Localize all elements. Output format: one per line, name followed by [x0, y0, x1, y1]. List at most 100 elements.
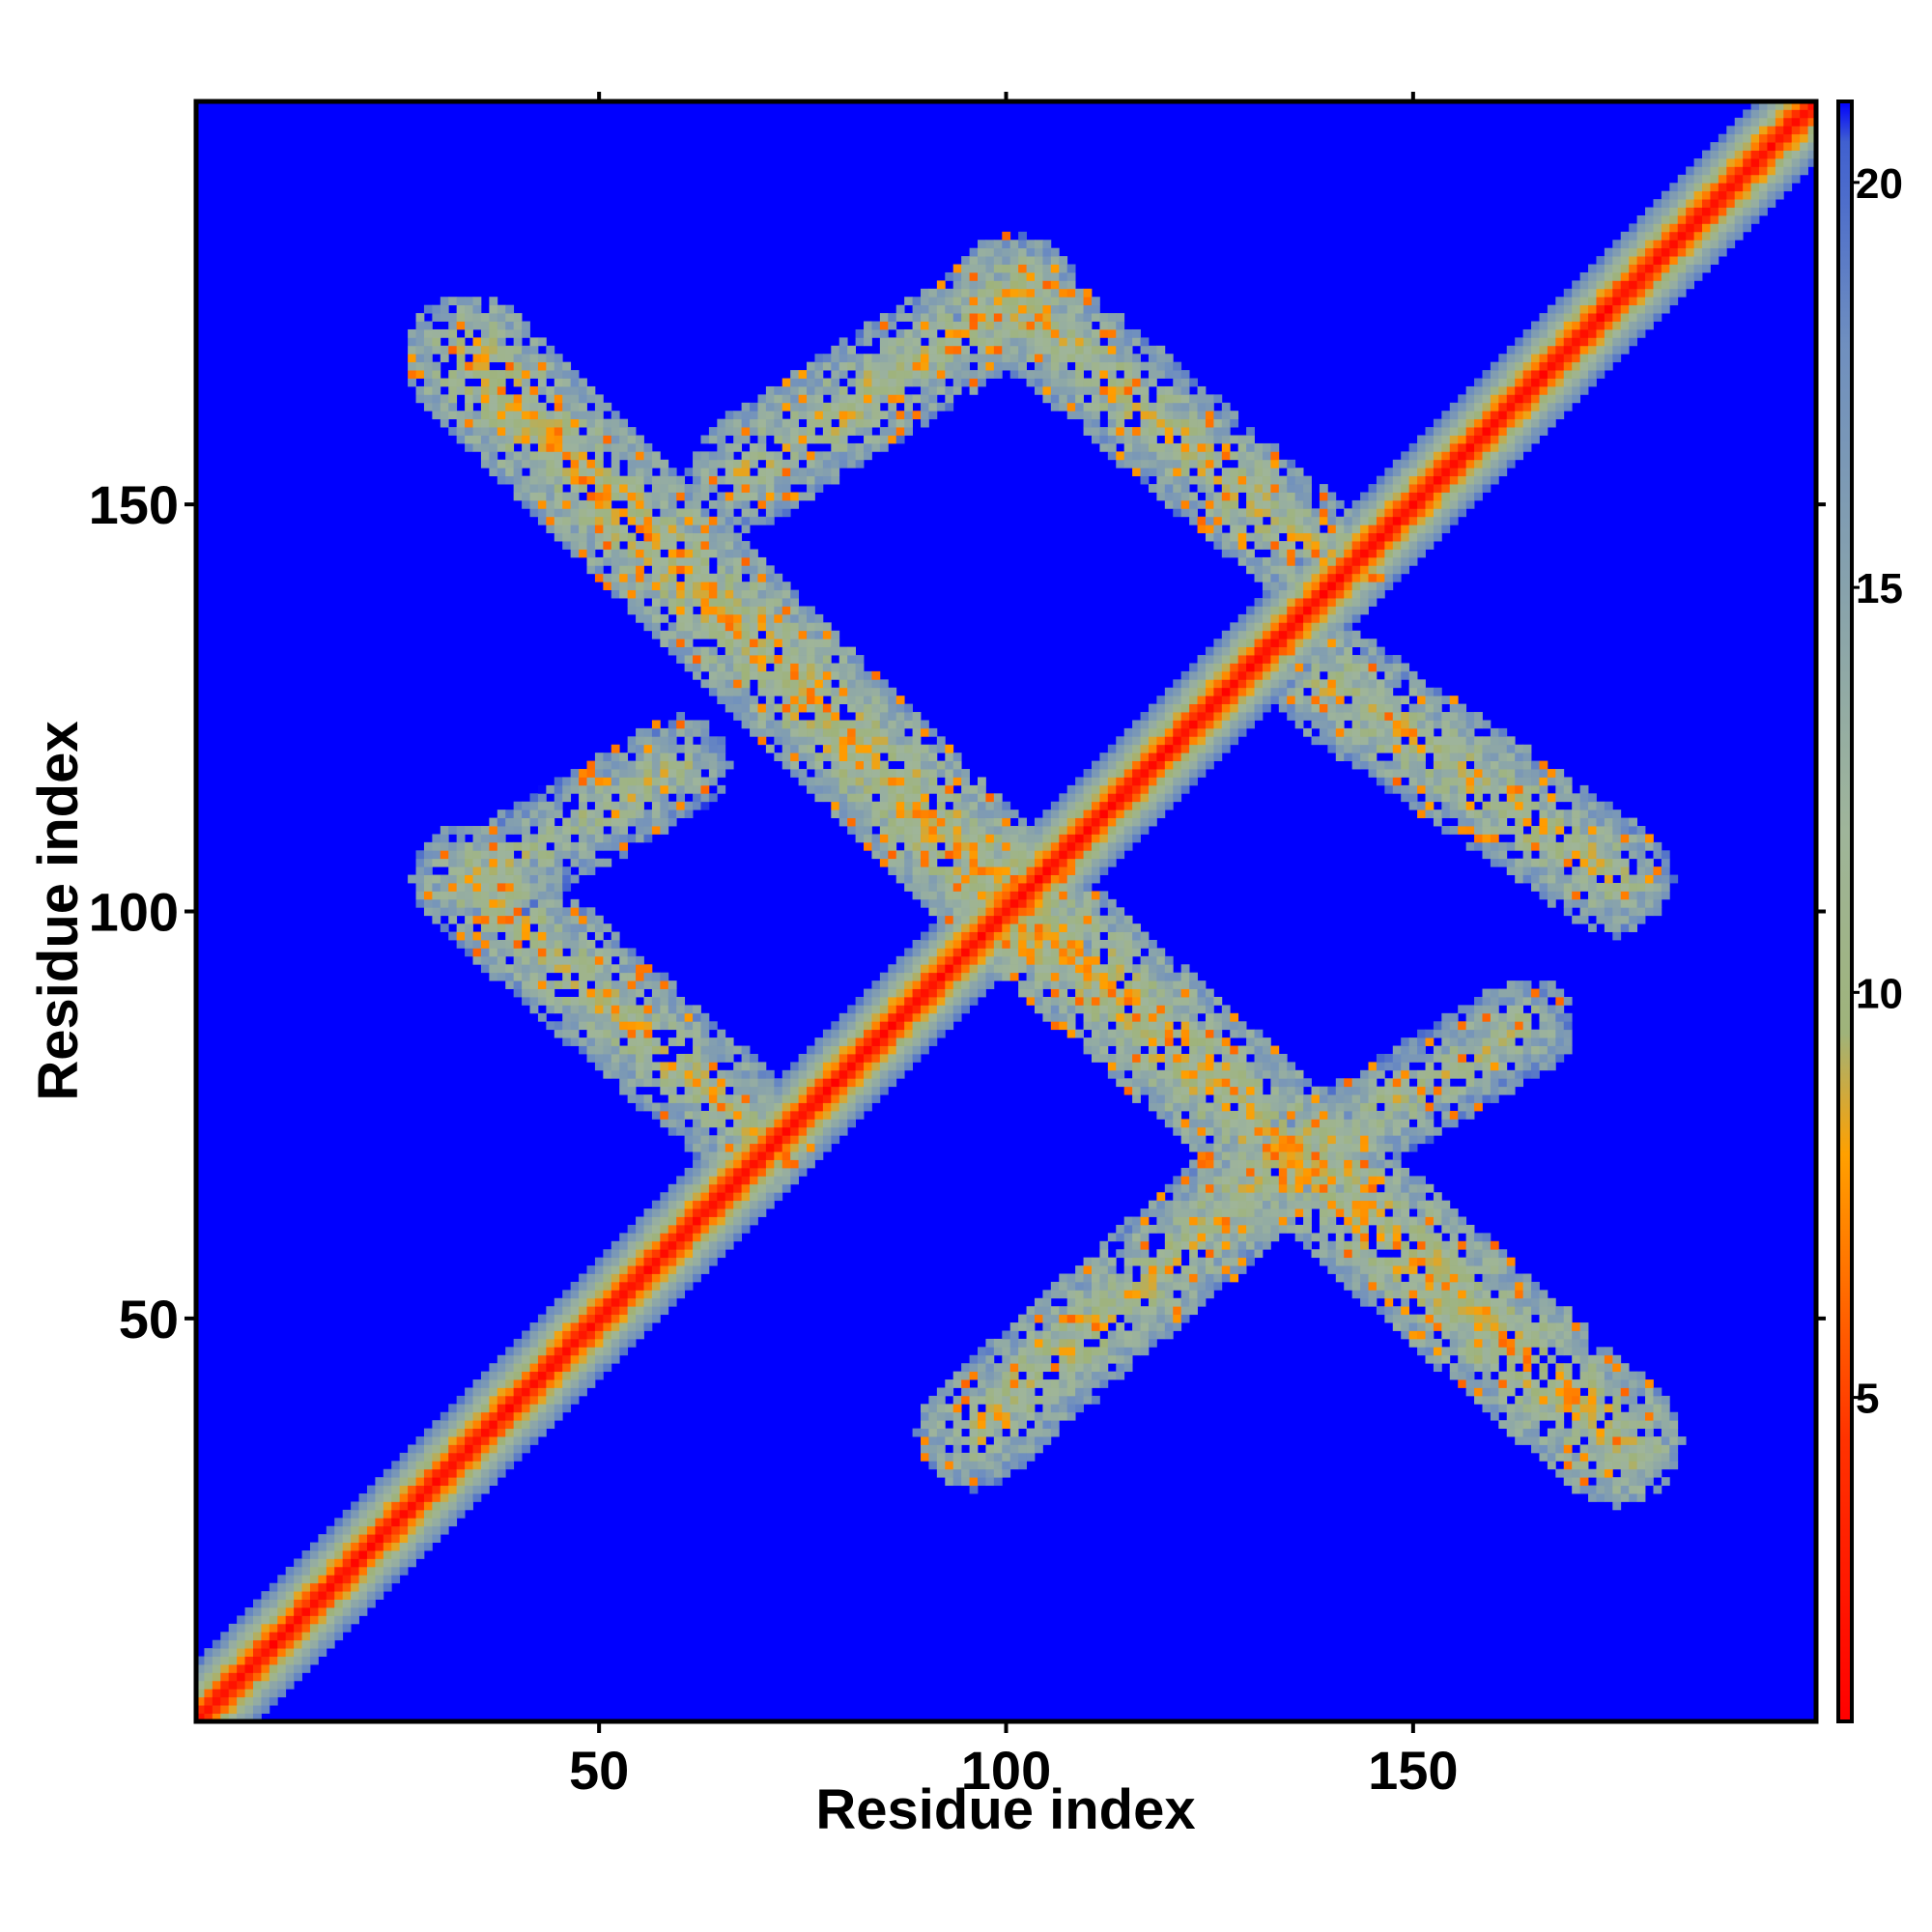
heatmap-cell	[334, 1550, 344, 1559]
heatmap-cell	[570, 1338, 580, 1348]
heatmap-cell	[952, 891, 962, 900]
heatmap-cell	[895, 972, 905, 981]
heatmap-cell	[765, 727, 775, 737]
heatmap-cell	[1050, 817, 1060, 827]
heatmap-cell	[895, 834, 905, 843]
heatmap-cell	[798, 1167, 808, 1177]
heatmap-cell	[570, 1314, 580, 1323]
heatmap-cell	[757, 1102, 767, 1112]
heatmap-cell	[513, 1363, 523, 1373]
heatmap-cell	[1050, 834, 1060, 843]
heatmap-cell	[586, 972, 596, 981]
heatmap-cell	[904, 777, 913, 786]
heatmap-cell	[969, 867, 979, 875]
heatmap-cell	[969, 297, 979, 306]
heatmap-cell	[562, 915, 572, 924]
heatmap-cell	[586, 1314, 596, 1323]
heatmap-cell	[888, 354, 897, 363]
heatmap-cell	[480, 337, 490, 347]
heatmap-cell	[301, 1623, 311, 1633]
heatmap-cell	[708, 1045, 718, 1055]
heatmap-cell	[855, 1053, 865, 1063]
heatmap-cell	[708, 499, 718, 509]
heatmap-cell	[717, 1102, 726, 1112]
heatmap-cell	[497, 1411, 506, 1421]
heatmap-cell	[562, 378, 572, 387]
heatmap-cell	[294, 1656, 302, 1665]
heatmap-cell	[1018, 304, 1027, 314]
heatmap-cell	[750, 630, 758, 639]
heatmap-cell	[497, 442, 506, 452]
heatmap-cell	[1050, 801, 1060, 810]
heatmap-cell	[871, 703, 881, 713]
heatmap-cell	[693, 1143, 701, 1152]
heatmap-cell	[831, 1102, 840, 1112]
heatmap-cell	[643, 972, 653, 981]
heatmap-cell	[952, 923, 962, 932]
heatmap-cell	[733, 1192, 743, 1202]
heatmap-cell	[985, 361, 995, 371]
heatmap-cell	[546, 394, 555, 404]
heatmap-cell	[586, 1029, 596, 1038]
heatmap-cell	[724, 622, 734, 632]
heatmap-cell	[627, 955, 637, 965]
heatmap-cell	[594, 532, 604, 542]
heatmap-cell	[619, 1314, 629, 1323]
heatmap-cell	[724, 532, 734, 542]
heatmap-cell	[651, 810, 661, 818]
heatmap-cell	[765, 589, 775, 599]
heatmap-cell	[489, 1477, 498, 1487]
heatmap-cell	[668, 630, 677, 639]
heatmap-cell	[579, 378, 587, 387]
heatmap-cell	[366, 1534, 376, 1544]
heatmap-cell	[936, 280, 946, 290]
heatmap-cell	[1066, 1012, 1076, 1022]
heatmap-cell	[643, 1314, 653, 1323]
heatmap-cell	[928, 1444, 938, 1454]
heatmap-cell	[1042, 964, 1052, 974]
heatmap-cell	[847, 361, 856, 371]
heatmap-cell	[888, 1021, 897, 1031]
heatmap-cell	[237, 1689, 245, 1698]
heatmap-cell	[936, 313, 946, 322]
heatmap-cell	[798, 394, 808, 404]
heatmap-cell	[921, 948, 929, 957]
heatmap-cell	[505, 1363, 515, 1373]
heatmap-cell	[838, 753, 848, 761]
heatmap-cell	[579, 1297, 587, 1307]
heatmap-cell	[570, 1322, 580, 1331]
heatmap-cell	[798, 630, 808, 639]
heatmap-cell	[594, 402, 604, 412]
heatmap-cell	[831, 435, 840, 444]
heatmap-cell	[505, 1347, 515, 1356]
heatmap-cell	[936, 923, 946, 932]
heatmap-cell	[1009, 939, 1019, 949]
heatmap-cell	[489, 1420, 498, 1430]
heatmap-cell	[1018, 1452, 1027, 1462]
heatmap-cell	[757, 712, 767, 721]
heatmap-cell	[472, 1468, 482, 1478]
heatmap-cell	[415, 1485, 425, 1494]
heatmap-cell	[936, 891, 946, 900]
heatmap-cell	[1059, 1314, 1068, 1323]
heatmap-cell	[700, 1078, 710, 1088]
heatmap-cell	[643, 810, 653, 818]
heatmap-cell	[537, 402, 547, 412]
heatmap-cell	[945, 817, 954, 827]
heatmap-cell	[456, 1444, 466, 1454]
heatmap-cell	[489, 1452, 498, 1462]
heatmap-cell	[708, 679, 718, 689]
heatmap-cell	[570, 850, 580, 860]
heatmap-cell	[472, 1452, 482, 1462]
heatmap-cell	[717, 1119, 726, 1128]
heatmap-cell	[309, 1656, 319, 1665]
heatmap-cell	[1042, 1314, 1052, 1323]
heatmap-cell	[781, 1167, 791, 1177]
heatmap-cell	[391, 1534, 401, 1544]
heatmap-cell	[708, 1119, 718, 1128]
heatmap-cell	[781, 720, 791, 729]
heatmap-cell	[619, 565, 629, 575]
heatmap-cell	[1042, 898, 1052, 908]
heatmap-cell	[708, 484, 718, 493]
heatmap-cell	[895, 418, 905, 428]
